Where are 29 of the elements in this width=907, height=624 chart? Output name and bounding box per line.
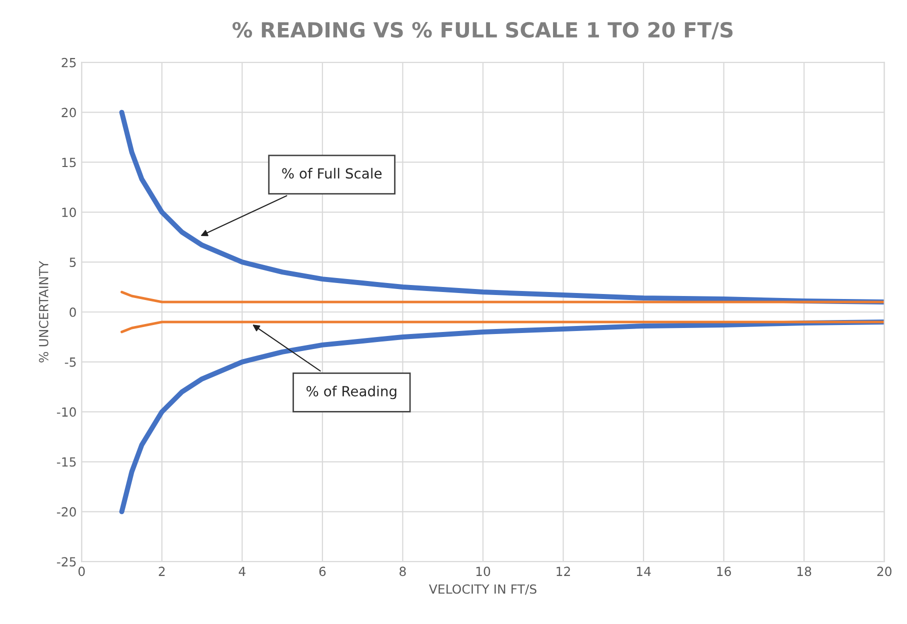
y-tick-label: 10: [62, 208, 76, 218]
y-tick-label: -5: [64, 358, 76, 367]
y-tick-label: -25: [56, 557, 76, 567]
x-axis-title: VELOCITY IN FT/S: [428, 584, 536, 595]
x-tick-label: 20: [877, 566, 892, 576]
x-tick-label: 6: [319, 566, 326, 576]
x-tick-label: 2: [158, 566, 165, 576]
line-series: [120, 320, 884, 334]
x-tick-label: 4: [238, 566, 246, 576]
line-series: [120, 290, 884, 304]
x-tick-label: 0: [78, 566, 85, 576]
y-tick-label: 0: [70, 307, 76, 317]
annotation: % of Full Scale: [282, 168, 382, 179]
y-tick-label: -20: [56, 507, 76, 517]
x-tick-label: 12: [556, 566, 570, 576]
y-tick-label: -10: [56, 407, 76, 417]
y-tick-label: 15: [62, 158, 76, 168]
y-tick-label: -15: [56, 457, 76, 467]
y-tick-label: 5: [70, 258, 76, 268]
y-axis-title: % UNCERTAINTY: [38, 260, 48, 362]
y-tick-label: 20: [62, 108, 76, 118]
y-tick-label: 25: [62, 58, 76, 68]
x-tick-label: 16: [717, 566, 731, 576]
x-tick-label: 18: [797, 566, 812, 576]
x-tick-label: 10: [476, 566, 490, 576]
chart-title: % READING VS % FULL SCALE 1 TO 20 FT/S: [232, 22, 733, 40]
x-tick-label: 8: [400, 566, 406, 576]
annotation: % of Reading: [306, 386, 396, 400]
x-tick-label: 14: [636, 566, 651, 576]
